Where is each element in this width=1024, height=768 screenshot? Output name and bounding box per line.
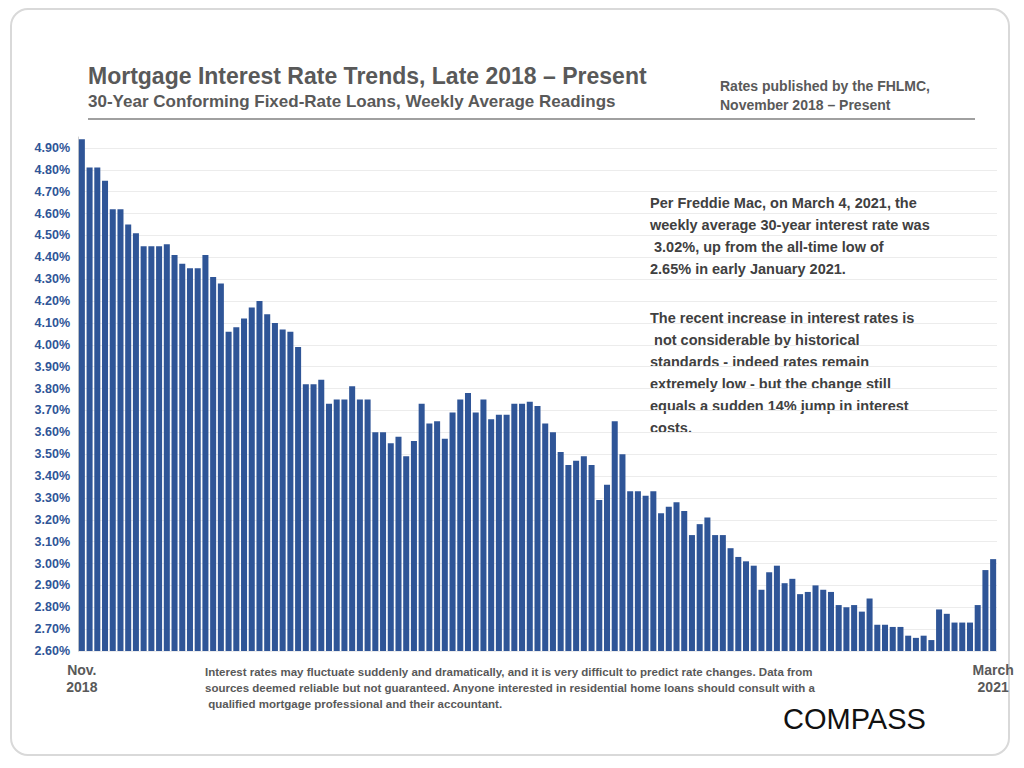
svg-text:4.30%: 4.30% — [35, 272, 70, 286]
svg-text:sources deemed reliable but no: sources deemed reliable but not guarante… — [205, 682, 815, 694]
svg-text:2.60%: 2.60% — [35, 644, 70, 658]
svg-text:4.60%: 4.60% — [35, 207, 70, 221]
svg-text:The recent increase in interes: The recent increase in interest rates is — [650, 310, 915, 326]
svg-text:Rates published by the FHLMC,: Rates published by the FHLMC, — [720, 78, 930, 94]
svg-text:Per Freddie Mac, on March 4, 2: Per Freddie Mac, on March 4, 2021, the — [650, 195, 921, 211]
svg-text:extremely low - but the change: extremely low - but the change still — [650, 376, 895, 392]
svg-text:Interest rates may fluctuate s: Interest rates may fluctuate suddenly an… — [205, 666, 816, 678]
svg-text:30-Year Conforming Fixed-Rate: 30-Year Conforming Fixed-Rate Loans, Wee… — [88, 92, 615, 111]
svg-text:3.80%: 3.80% — [35, 382, 70, 396]
svg-text:standards - indeed rates remai: standards - indeed rates remain — [650, 354, 873, 370]
svg-text:costs.: costs. — [650, 420, 692, 436]
svg-text:Nov.: Nov. — [67, 662, 96, 678]
svg-text:not considerable by historical: not considerable by historical — [650, 332, 864, 348]
svg-text:November 2018 – Present: November 2018 – Present — [720, 97, 891, 113]
svg-text:3.40%: 3.40% — [35, 469, 70, 483]
svg-text:2.90%: 2.90% — [35, 578, 70, 592]
svg-text:3.00%: 3.00% — [35, 557, 70, 571]
svg-text:3.02%, up from the all-time lo: 3.02%, up from the all-time low of — [650, 239, 888, 255]
svg-text:2018: 2018 — [66, 679, 97, 695]
svg-text:3.10%: 3.10% — [35, 535, 70, 549]
svg-text:2021: 2021 — [978, 679, 1009, 695]
svg-text:weekly average 30-year interes: weekly average 30-year interest rate was — [649, 217, 930, 233]
svg-text:2.65% in early January 2021.: 2.65% in early January 2021. — [650, 261, 846, 277]
svg-text:Mortgage Interest Rate Trends,: Mortgage Interest Rate Trends, Late 2018… — [88, 63, 647, 89]
svg-text:4.90%: 4.90% — [35, 141, 70, 155]
svg-text:3.50%: 3.50% — [35, 447, 70, 461]
svg-text:qualified mortgage professiona: qualified mortgage professional and thei… — [205, 698, 502, 710]
svg-text:2.80%: 2.80% — [35, 600, 70, 614]
svg-text:March: March — [973, 662, 1014, 678]
svg-text:3.20%: 3.20% — [35, 513, 70, 527]
svg-text:4.00%: 4.00% — [35, 338, 70, 352]
svg-text:equals a sudden 14% jump in in: equals a sudden 14% jump in interest — [650, 398, 913, 414]
svg-text:2.70%: 2.70% — [35, 622, 70, 636]
svg-text:3.30%: 3.30% — [35, 491, 70, 505]
svg-text:4.10%: 4.10% — [35, 316, 70, 330]
svg-text:3.90%: 3.90% — [35, 360, 70, 374]
svg-text:4.50%: 4.50% — [35, 228, 70, 242]
svg-text:3.70%: 3.70% — [35, 403, 70, 417]
svg-text:4.20%: 4.20% — [35, 294, 70, 308]
svg-text:4.70%: 4.70% — [35, 185, 70, 199]
svg-text:COMPASS: COMPASS — [783, 703, 926, 735]
svg-text:3.60%: 3.60% — [35, 425, 70, 439]
svg-text:4.40%: 4.40% — [35, 250, 70, 264]
svg-text:4.80%: 4.80% — [35, 163, 70, 177]
